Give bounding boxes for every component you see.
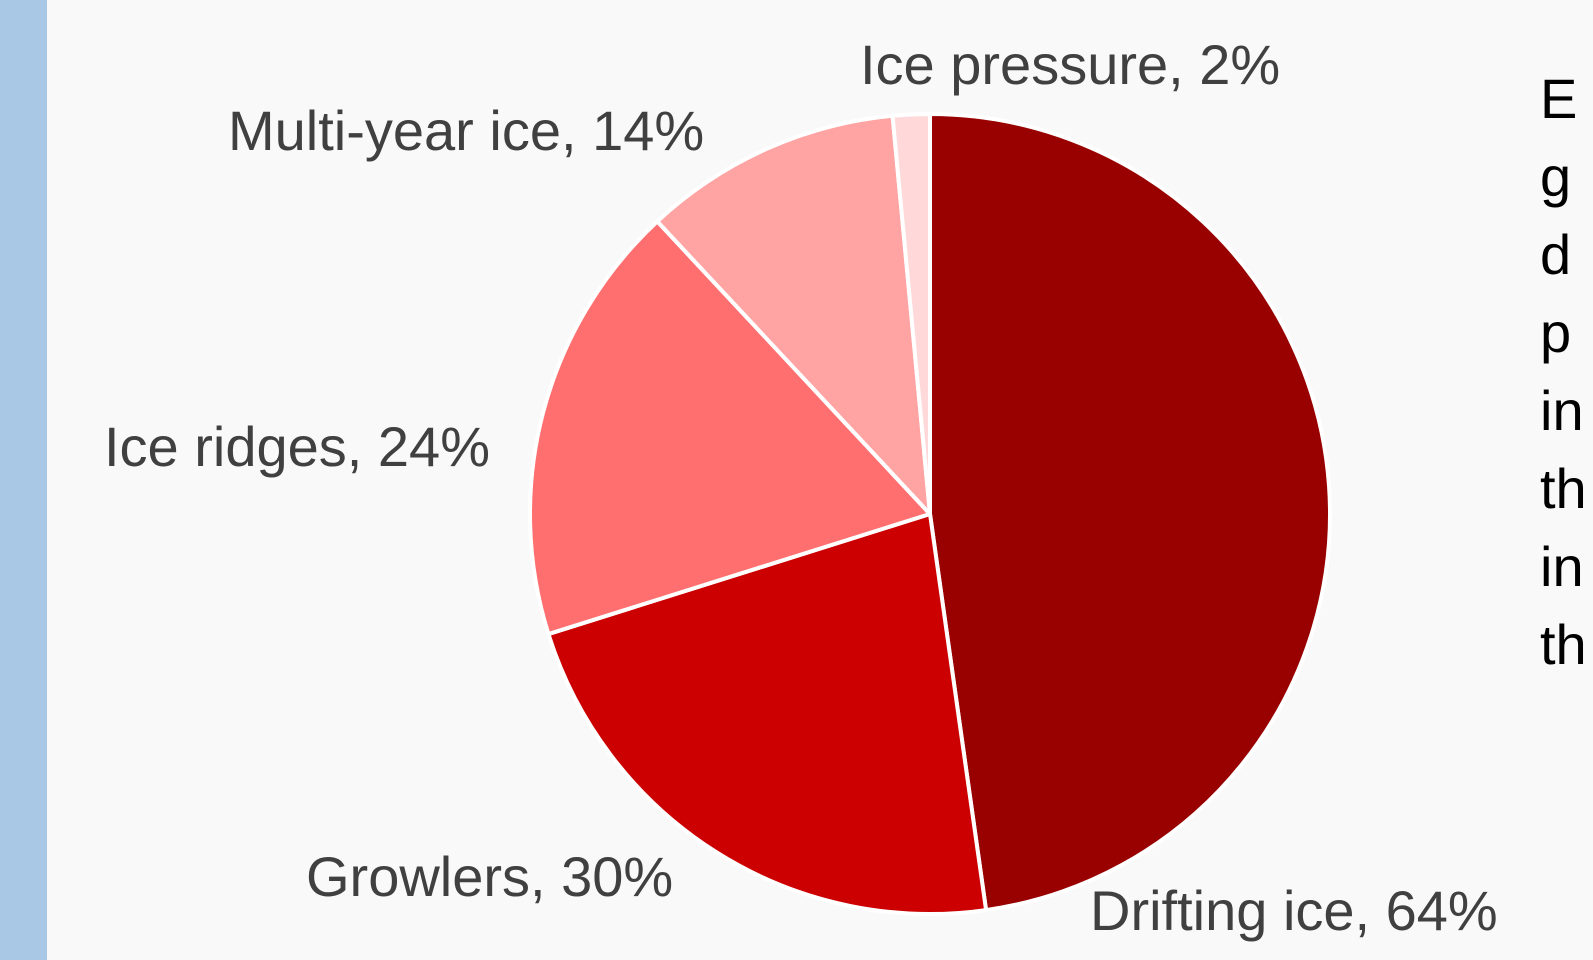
side-text-line: p bbox=[1540, 301, 1572, 364]
side-text-line: E bbox=[1540, 67, 1578, 130]
label-multi-year-ice: Multi-year ice, 14% bbox=[228, 99, 704, 162]
label-ice-ridges: Ice ridges, 24% bbox=[104, 415, 490, 478]
pie-slice-multi-year-ice bbox=[655, 113, 932, 516]
side-text-line: g bbox=[1540, 145, 1572, 208]
side-text-line: in bbox=[1540, 535, 1584, 598]
label-growlers: Growlers, 30% bbox=[306, 845, 673, 908]
side-text-line: in bbox=[1540, 379, 1584, 442]
side-text-line: th bbox=[1540, 457, 1587, 520]
pie-slice-drifting-ice bbox=[928, 112, 1332, 913]
pie-slices bbox=[528, 112, 1332, 916]
pie-slice-growlers bbox=[546, 512, 989, 916]
label-drifting-ice: Drifting ice, 64% bbox=[1090, 879, 1498, 942]
side-text-line: d bbox=[1540, 223, 1572, 286]
pie-slice-ice-ridges bbox=[528, 219, 932, 637]
label-ice-pressure: Ice pressure, 2% bbox=[860, 33, 1280, 96]
pie-slice-ice-pressure bbox=[890, 112, 932, 516]
side-text-block: E g d p in th in th bbox=[1540, 60, 1593, 684]
left-accent-bar bbox=[0, 0, 47, 960]
pie-labels: Drifting ice, 64% Growlers, 30% Ice ridg… bbox=[104, 33, 1498, 942]
side-text-line: th bbox=[1540, 613, 1587, 676]
